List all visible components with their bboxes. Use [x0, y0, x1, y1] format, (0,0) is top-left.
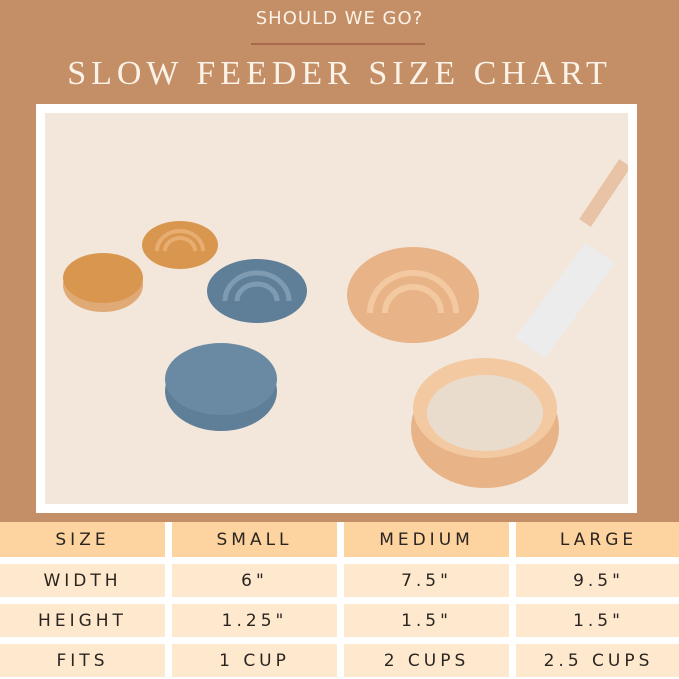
row-label-height: HEIGHT	[0, 604, 165, 637]
header-large: LARGE	[516, 522, 679, 557]
divider	[251, 43, 425, 45]
large-bowl-water	[411, 358, 559, 488]
header-size: SIZE	[0, 522, 165, 557]
kicker-text: SHOULD WE GO?	[255, 8, 424, 29]
large-bowl-feeder	[347, 247, 479, 343]
row-label-fits: FITS	[0, 644, 165, 677]
small-bowl-feeder	[142, 221, 218, 269]
medium-bowl-feeder	[207, 259, 307, 323]
small-bowl-plain	[63, 253, 143, 312]
water-bottle	[515, 159, 631, 358]
table-cell: 1.25"	[172, 604, 337, 637]
table-cell: 9.5"	[516, 564, 679, 597]
page-title: SLOW FEEDER SIZE CHART	[67, 55, 612, 92]
table-cell: 1 CUP	[172, 644, 337, 677]
table-cell: 1.5"	[516, 604, 679, 637]
product-photo	[45, 113, 631, 504]
header-medium: MEDIUM	[344, 522, 509, 557]
table-cell: 1.5"	[344, 604, 509, 637]
table-cell: 2.5 CUPS	[516, 644, 679, 677]
row-label-width: WIDTH	[0, 564, 165, 597]
size-table: SIZE SMALL MEDIUM LARGE WIDTH 6" 7.5" 9.…	[0, 522, 679, 679]
table-cell: 6"	[172, 564, 337, 597]
table-cell: 7.5"	[344, 564, 509, 597]
table-cell: 2 CUPS	[344, 644, 509, 677]
photo-frame	[36, 104, 637, 513]
header-small: SMALL	[172, 522, 337, 557]
medium-bowl-plain	[165, 343, 277, 431]
